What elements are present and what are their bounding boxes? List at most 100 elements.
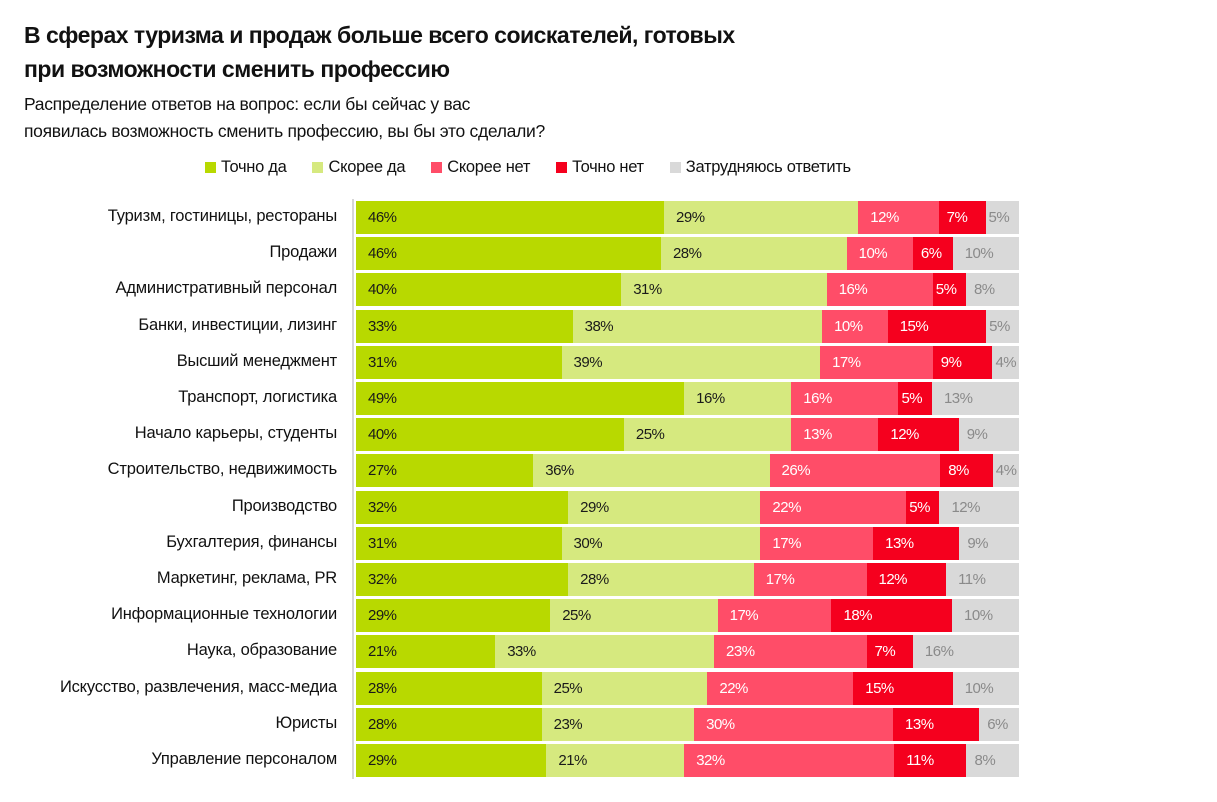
bar-value-label: 25%	[635, 426, 665, 444]
legend-swatch	[205, 162, 216, 173]
bar-value-label: 12%	[951, 498, 980, 516]
bar-segment	[858, 201, 939, 234]
legend-label: Скорее да	[328, 158, 406, 176]
bar-segment	[898, 382, 932, 415]
bar-value-label: 25%	[553, 679, 583, 697]
bar-value-label: 21%	[368, 643, 397, 661]
bar-segment	[873, 526, 960, 560]
bar-segment	[940, 454, 993, 488]
bar-segment	[356, 490, 569, 524]
bar-value-label: 17%	[729, 607, 759, 625]
bar-value-label: 40%	[368, 426, 397, 444]
category-label: Управление персоналом	[151, 750, 337, 768]
category-label: Транспорт, логистика	[178, 388, 337, 406]
bar-segment	[887, 309, 987, 343]
category-label: Туризм, гостиницы, рестораны	[107, 207, 337, 225]
bar-segment	[694, 707, 894, 741]
chart-subtitle-line-1: Распределение ответов на вопрос: если бы…	[24, 94, 471, 114]
bar-value-label: 13%	[803, 426, 832, 444]
bar-segment	[568, 490, 761, 524]
bar-value-label: 32%	[696, 752, 725, 769]
bar-value-label: 15%	[899, 317, 929, 335]
bar-value-label: 46%	[368, 209, 397, 226]
category-label: Административный персонал	[115, 279, 338, 298]
bar-segment	[356, 635, 496, 669]
bar-segment	[952, 599, 1019, 633]
legend-item: Точно да	[205, 158, 287, 177]
bar-value-label: 8%	[948, 462, 969, 480]
bar-value-label: 23%	[553, 715, 583, 733]
chart-subtitle-line-2: появилась возможность сменить профессию,…	[24, 121, 545, 141]
bar-value-label: 25%	[562, 607, 591, 625]
bar-value-label: 7%	[946, 209, 968, 226]
bar-segment	[356, 563, 569, 596]
bar-segment	[664, 201, 859, 234]
bar-value-label: 5%	[901, 390, 923, 407]
bar-segment	[533, 454, 770, 488]
bar-segment	[495, 635, 714, 669]
bar-value-label: 5%	[909, 498, 930, 516]
bar-value-label: 12%	[870, 209, 899, 226]
bar-segment	[894, 744, 967, 777]
bar-value-label: 10%	[834, 317, 863, 335]
bar-value-label: 8%	[974, 752, 996, 769]
category-label: Производство	[231, 496, 337, 515]
bar-segment	[621, 273, 827, 307]
bar-value-label: 9%	[967, 534, 989, 552]
bar-value-label: 30%	[573, 534, 603, 552]
legend-label: Затрудняюсь ответить	[685, 158, 851, 176]
bar-segment	[546, 744, 685, 777]
bar-segment	[753, 563, 867, 596]
legend-label: Скорее нет	[447, 158, 531, 176]
bar-value-label: 13%	[885, 534, 914, 552]
bar-value-label: 16%	[838, 281, 868, 299]
bar-segment	[906, 490, 940, 524]
bar-segment	[932, 273, 966, 307]
bar-segment	[853, 671, 953, 705]
bar-value-label: 9%	[940, 353, 962, 371]
chart-title-line-1: В сферах туризма и продаж больше всего с…	[24, 22, 735, 48]
bar-segment	[717, 599, 832, 633]
bar-segment	[866, 563, 947, 596]
bar-value-label: 29%	[368, 607, 397, 625]
bar-value-label: 28%	[580, 571, 609, 588]
bar-segment	[958, 418, 1019, 452]
bar-value-label: 29%	[580, 498, 609, 516]
bar-segment	[979, 707, 1019, 741]
bar-segment	[707, 671, 854, 705]
category-label: Строительство, недвижимость	[107, 460, 338, 479]
bar-value-label: 33%	[368, 317, 397, 335]
bar-segment	[952, 671, 1019, 705]
legend-item: Точно нет	[556, 158, 644, 177]
bar-value-label: 46%	[368, 245, 397, 263]
bar-segment	[356, 273, 622, 307]
bar-value-label: 39%	[573, 353, 603, 371]
legend-label: Точно нет	[572, 158, 644, 176]
bar-segment	[356, 454, 534, 488]
bar-segment	[791, 382, 899, 415]
bar-value-label: 30%	[706, 715, 735, 733]
bar-segment	[932, 345, 993, 379]
bar-segment	[760, 526, 874, 560]
bar-value-label: 21%	[558, 752, 587, 769]
bar-segment	[985, 201, 1019, 234]
bar-segment	[992, 345, 1019, 379]
bar-value-label: 4%	[995, 353, 1017, 371]
bar-value-label: 22%	[719, 679, 748, 697]
legend-swatch	[312, 162, 324, 173]
bar-value-label: 31%	[633, 281, 662, 299]
bar-segment	[356, 526, 562, 560]
bar-value-label: 36%	[545, 462, 574, 480]
bar-segment	[572, 309, 823, 343]
bar-segment	[356, 671, 542, 705]
bar-segment	[826, 273, 933, 307]
category-label: Банки, инвестиции, лизинг	[138, 315, 337, 334]
legend-item: Скорее нет	[431, 158, 530, 177]
bar-segment	[966, 744, 1019, 777]
bar-value-label: 26%	[781, 462, 811, 480]
chart-title-line-2: при возможности сменить профессию	[24, 56, 450, 82]
bar-segment	[912, 237, 953, 271]
bar-value-label: 9%	[966, 426, 988, 444]
bar-value-label: 29%	[676, 209, 705, 226]
bar-value-label: 5%	[989, 317, 1010, 335]
